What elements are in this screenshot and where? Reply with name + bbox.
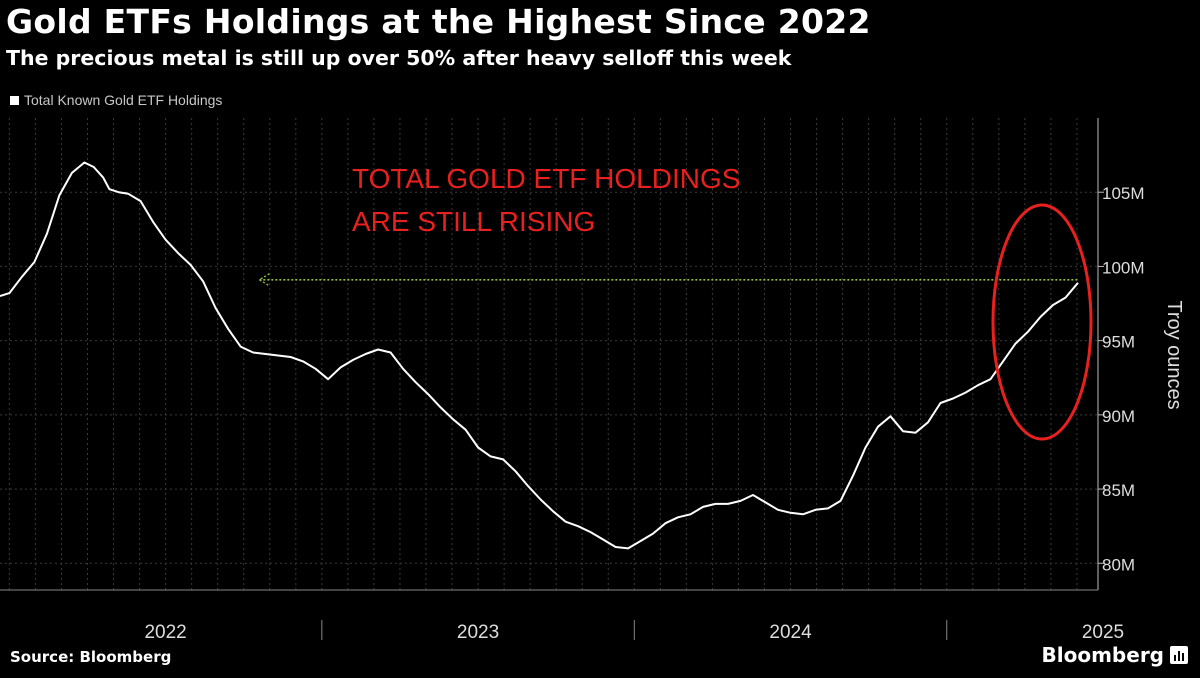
legend: Total Known Gold ETF Holdings: [10, 92, 222, 108]
legend-swatch: [10, 95, 19, 105]
chart-title: Gold ETFs Holdings at the Highest Since …: [6, 2, 871, 41]
brand-name: Bloomberg: [1041, 643, 1164, 667]
brand-logo: Bloomberg: [1042, 643, 1188, 667]
series-line-total-holdings: [0, 161, 1079, 550]
highlight-ellipse: [991, 203, 1093, 441]
y-tick-label: 95M: [1102, 333, 1135, 352]
y-tick-label: 100M: [1102, 258, 1145, 277]
y-axis-title: Troy ounces: [1163, 300, 1185, 409]
chart-subtitle: The precious metal is still up over 50% …: [6, 46, 792, 70]
source-note: Source: Bloomberg: [10, 648, 172, 666]
bar-chart-icon: [1170, 646, 1188, 664]
legend-label: Total Known Gold ETF Holdings: [24, 92, 223, 108]
y-tick-label: 85M: [1102, 481, 1135, 500]
x-tick-label: 2025: [1082, 622, 1124, 643]
y-tick-label: 90M: [1102, 407, 1135, 426]
y-tick-label: 105M: [1102, 184, 1145, 203]
y-tick-label: 80M: [1102, 555, 1135, 574]
annotation-line-1: TOTAL GOLD ETF HOLDINGS: [352, 163, 740, 194]
x-tick-label: 2024: [769, 622, 812, 643]
x-tick-label: 2023: [457, 622, 499, 643]
x-tick-label: 2022: [144, 622, 186, 643]
annotation-line-2: ARE STILL RISING: [352, 206, 595, 237]
